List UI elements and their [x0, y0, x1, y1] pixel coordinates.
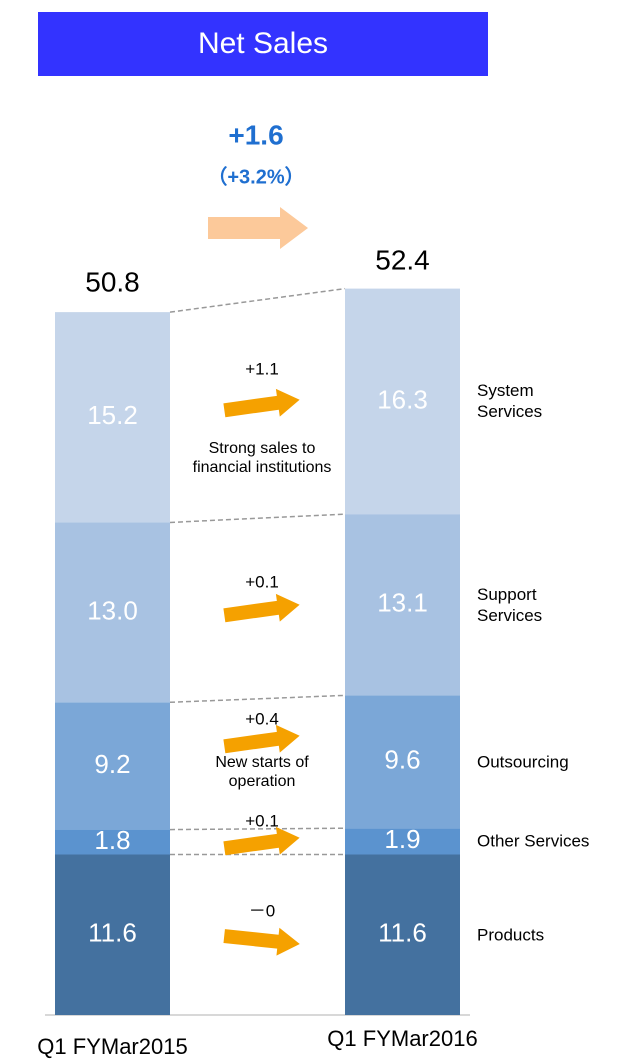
- bar-segment: [345, 828, 460, 855]
- value-label: 9.6: [384, 745, 420, 775]
- legend-label: System Services: [477, 381, 543, 422]
- value-label: 1.9: [384, 824, 420, 854]
- legend-label: Support Services: [477, 584, 543, 625]
- total-arrow: [208, 207, 308, 249]
- legend-label: Other Services: [477, 831, 590, 851]
- change-label: +0.1: [245, 572, 279, 591]
- total-label: 52.4: [375, 244, 430, 275]
- legend-label: Outsourcing: [477, 752, 569, 772]
- value-label: 11.6: [88, 918, 137, 948]
- change-label: +0.4: [245, 709, 279, 728]
- change-label: +1.1: [245, 359, 279, 378]
- bar-segment: [345, 288, 460, 515]
- bar-segment: [345, 854, 460, 1015]
- value-label: 16.3: [377, 384, 428, 414]
- connector: [169, 513, 346, 524]
- change-arrow: [223, 593, 300, 623]
- bar-segment: [55, 829, 170, 855]
- change-arrow: [223, 927, 300, 956]
- change-note: Strong sales to financial institutions: [192, 440, 332, 476]
- connector: [169, 827, 346, 831]
- x-tick-label: Q1 FYMar2015: [37, 1034, 187, 1059]
- bar-segment: [55, 522, 170, 703]
- connector: [169, 694, 346, 704]
- bar-segment: [345, 514, 460, 696]
- value-label: 9.2: [94, 749, 130, 779]
- value-label: 1.8: [94, 825, 130, 855]
- total-label: 50.8: [85, 267, 140, 298]
- bar-segment: [55, 312, 170, 523]
- value-label: 13.1: [377, 588, 428, 618]
- value-label: 13.0: [87, 595, 138, 625]
- x-tick-label: Q1 FYMar2016: [327, 1026, 477, 1051]
- bar-segment: [345, 695, 460, 829]
- change-note: New starts of operation: [215, 754, 309, 790]
- chart-title: Net Sales: [198, 27, 328, 60]
- bar-segment: [55, 702, 170, 830]
- title-box: [38, 12, 488, 76]
- legend-label: Products: [477, 925, 545, 945]
- value-label: 15.2: [87, 400, 138, 430]
- bar-segment: [55, 854, 170, 1015]
- connector: [169, 287, 346, 313]
- change-arrow: [223, 388, 300, 418]
- change-arrow: [223, 826, 300, 856]
- change-arrow: [223, 724, 300, 754]
- value-label: 11.6: [378, 918, 427, 948]
- total-change: +1.6: [228, 119, 283, 150]
- change-label: +0.1: [245, 811, 279, 830]
- change-label: －0: [249, 901, 275, 920]
- total-change-pct: （+3.2%）: [207, 165, 304, 188]
